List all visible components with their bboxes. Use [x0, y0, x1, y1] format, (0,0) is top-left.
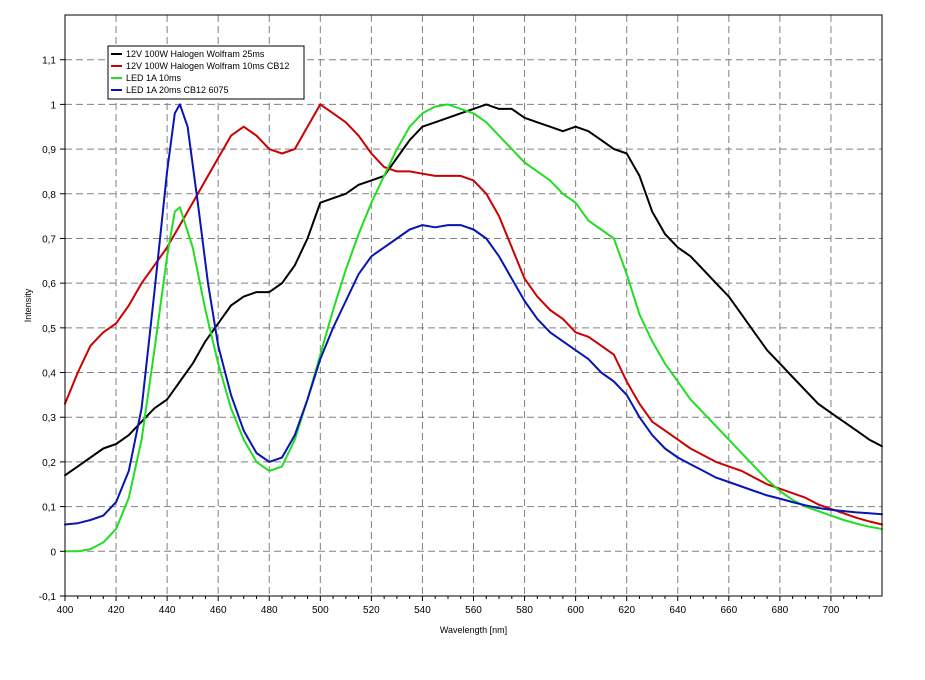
x-tick-label: 460: [210, 605, 227, 616]
x-tick-label: 660: [720, 605, 737, 616]
x-tick-label: 580: [516, 605, 533, 616]
y-tick-label: 0,8: [42, 190, 56, 201]
legend-label: 12V 100W Halogen Wolfram 25ms: [126, 49, 265, 59]
y-tick-label: 0: [50, 547, 56, 558]
x-tick-label: 700: [823, 605, 840, 616]
legend-item: LED 1A 20ms CB12 6075: [111, 85, 229, 95]
x-axis-tick-labels: 400 420 440 460 480 500 520 540 560 580 600 620 640 6…: [57, 605, 840, 616]
legend-items: 12V 100W Halogen Wolfram 25ms 12V 100W Ha…: [111, 49, 289, 95]
y-tick-label: 1: [50, 100, 56, 111]
x-tick-label: 440: [159, 605, 176, 616]
x-tick-label: 680: [772, 605, 789, 616]
y-tick-label: 0,4: [42, 369, 56, 380]
y-tick-label: 0,2: [42, 458, 56, 469]
legend: 12V 100W Halogen Wolfram 25ms 12V 100W Ha…: [107, 45, 305, 100]
legend-box: [107, 45, 305, 100]
legend-item: LED 1A 10ms: [111, 73, 182, 83]
legend-item: 12V 100W Halogen Wolfram 10ms CB12: [111, 61, 289, 71]
y-axis-tick-labels: -0,1 0 0,1 0,2 0,3 0,4 0,5 0,6 0,7 0,8 0,9 1 1,1: [39, 56, 57, 603]
grid-lines: [65, 14, 882, 597]
legend-label: 12V 100W Halogen Wolfram 10ms CB12: [126, 61, 289, 71]
y-tick-label: 1,1: [42, 56, 56, 67]
x-tick-label: 560: [465, 605, 482, 616]
y-tick-label: 0,9: [42, 145, 56, 156]
legend-label: LED 1A 20ms CB12 6075: [126, 85, 229, 95]
x-tick-label: 400: [57, 605, 74, 616]
y-tick-label: 0,5: [42, 324, 56, 335]
x-tick-label: 500: [312, 605, 329, 616]
legend-item: 12V 100W Halogen Wolfram 25ms: [111, 49, 265, 59]
series-line-3: [64, 103, 883, 553]
y-tick-label: 0,1: [42, 503, 56, 514]
series-line-4: [64, 103, 883, 526]
y-axis-label: Intensity: [23, 288, 33, 322]
x-tick-label: 620: [618, 605, 635, 616]
y-tick-label: 0,6: [42, 279, 56, 290]
x-tick-label: 600: [567, 605, 584, 616]
y-tick-label: -0,1: [39, 592, 57, 603]
series-line-2: [64, 103, 883, 526]
series-lines: [64, 103, 883, 553]
x-tick-label: 540: [414, 605, 431, 616]
x-tick-label: 480: [261, 605, 278, 616]
axis-ticks: [60, 59, 870, 601]
x-axis-label: Wavelength [nm]: [440, 625, 507, 635]
y-tick-label: 0,3: [42, 413, 56, 424]
x-tick-label: 420: [108, 605, 125, 616]
series-line-1: [64, 103, 883, 477]
y-tick-label: 0,7: [42, 234, 56, 245]
legend-label: LED 1A 10ms: [126, 73, 182, 83]
x-tick-label: 520: [363, 605, 380, 616]
x-tick-label: 640: [669, 605, 686, 616]
